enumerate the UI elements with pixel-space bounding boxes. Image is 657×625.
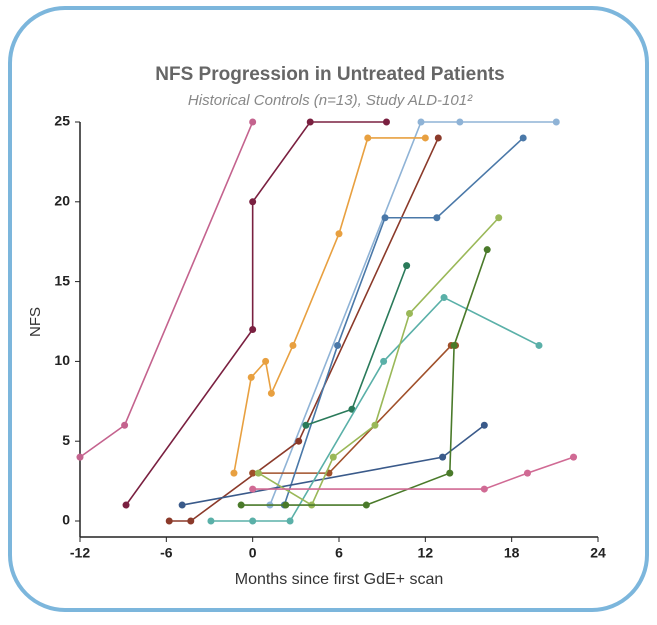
x-tick-label: 0 xyxy=(249,545,257,561)
x-tick-label: -6 xyxy=(160,545,173,561)
y-axis-label: NFS xyxy=(27,307,44,337)
chart-title: NFS Progression in Untreated Patients xyxy=(155,64,504,85)
data-point xyxy=(254,469,262,477)
data-point xyxy=(403,262,411,270)
data-point xyxy=(178,501,186,509)
data-point xyxy=(334,341,342,349)
series-line xyxy=(169,137,440,522)
data-point xyxy=(483,246,491,254)
data-point xyxy=(282,501,290,509)
data-point xyxy=(480,485,488,493)
series-line xyxy=(252,456,574,490)
series-line xyxy=(258,217,500,507)
data-point xyxy=(187,517,195,525)
series-line xyxy=(233,137,426,474)
data-point xyxy=(122,501,130,509)
data-point xyxy=(439,453,447,461)
data-point xyxy=(380,357,388,365)
data-point xyxy=(446,469,454,477)
data-point xyxy=(249,485,257,493)
data-point xyxy=(495,214,503,222)
data-point xyxy=(121,421,129,429)
data-point xyxy=(165,517,173,525)
data-point xyxy=(433,214,441,222)
data-point xyxy=(247,373,255,381)
data-point xyxy=(237,501,245,509)
data-point xyxy=(295,437,303,445)
x-tick-label: -12 xyxy=(70,545,90,561)
y-tick-label: 20 xyxy=(54,193,70,209)
data-point xyxy=(421,134,429,142)
data-point xyxy=(570,453,578,461)
chart-subtitle: Historical Controls (n=13), Study ALD-10… xyxy=(188,92,473,109)
x-tick-label: 18 xyxy=(504,545,520,561)
data-point xyxy=(364,134,372,142)
y-tick-label: 0 xyxy=(62,512,70,528)
data-point xyxy=(371,421,379,429)
data-point xyxy=(249,325,257,333)
data-point xyxy=(440,294,448,302)
data-point xyxy=(262,357,270,365)
data-point xyxy=(552,118,560,126)
data-point xyxy=(249,118,257,126)
data-point xyxy=(286,517,294,525)
y-tick-label: 5 xyxy=(62,432,70,448)
data-point xyxy=(450,341,458,349)
data-point xyxy=(302,421,310,429)
data-point xyxy=(249,198,257,206)
x-tick-label: 6 xyxy=(335,545,343,561)
data-point xyxy=(306,118,314,126)
data-point xyxy=(434,134,442,142)
data-point xyxy=(523,469,531,477)
data-point xyxy=(289,341,297,349)
data-point xyxy=(230,469,238,477)
data-point xyxy=(249,469,257,477)
data-point xyxy=(207,517,215,525)
series-line xyxy=(269,121,557,506)
x-axis-label: Months since first GdE+ scan xyxy=(235,571,444,588)
series-line xyxy=(210,296,540,522)
data-point xyxy=(535,341,543,349)
data-point xyxy=(382,118,390,126)
data-point xyxy=(519,134,527,142)
data-point xyxy=(456,118,464,126)
data-point xyxy=(406,310,414,318)
data-point xyxy=(417,118,425,126)
x-tick-label: 12 xyxy=(418,545,434,561)
data-point xyxy=(362,501,370,509)
y-tick-label: 15 xyxy=(54,272,70,288)
frame xyxy=(8,6,649,612)
x-tick-label: 24 xyxy=(590,545,606,561)
data-point xyxy=(381,214,389,222)
data-point xyxy=(480,421,488,429)
data-point xyxy=(267,389,275,397)
data-point xyxy=(249,517,257,525)
y-tick-label: 10 xyxy=(54,352,70,368)
data-point xyxy=(329,453,337,461)
data-point xyxy=(335,230,343,238)
y-tick-label: 25 xyxy=(54,113,70,129)
data-point xyxy=(76,453,84,461)
